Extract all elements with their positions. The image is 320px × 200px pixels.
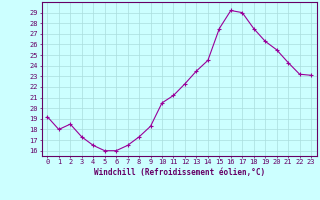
X-axis label: Windchill (Refroidissement éolien,°C): Windchill (Refroidissement éolien,°C) [94,168,265,177]
